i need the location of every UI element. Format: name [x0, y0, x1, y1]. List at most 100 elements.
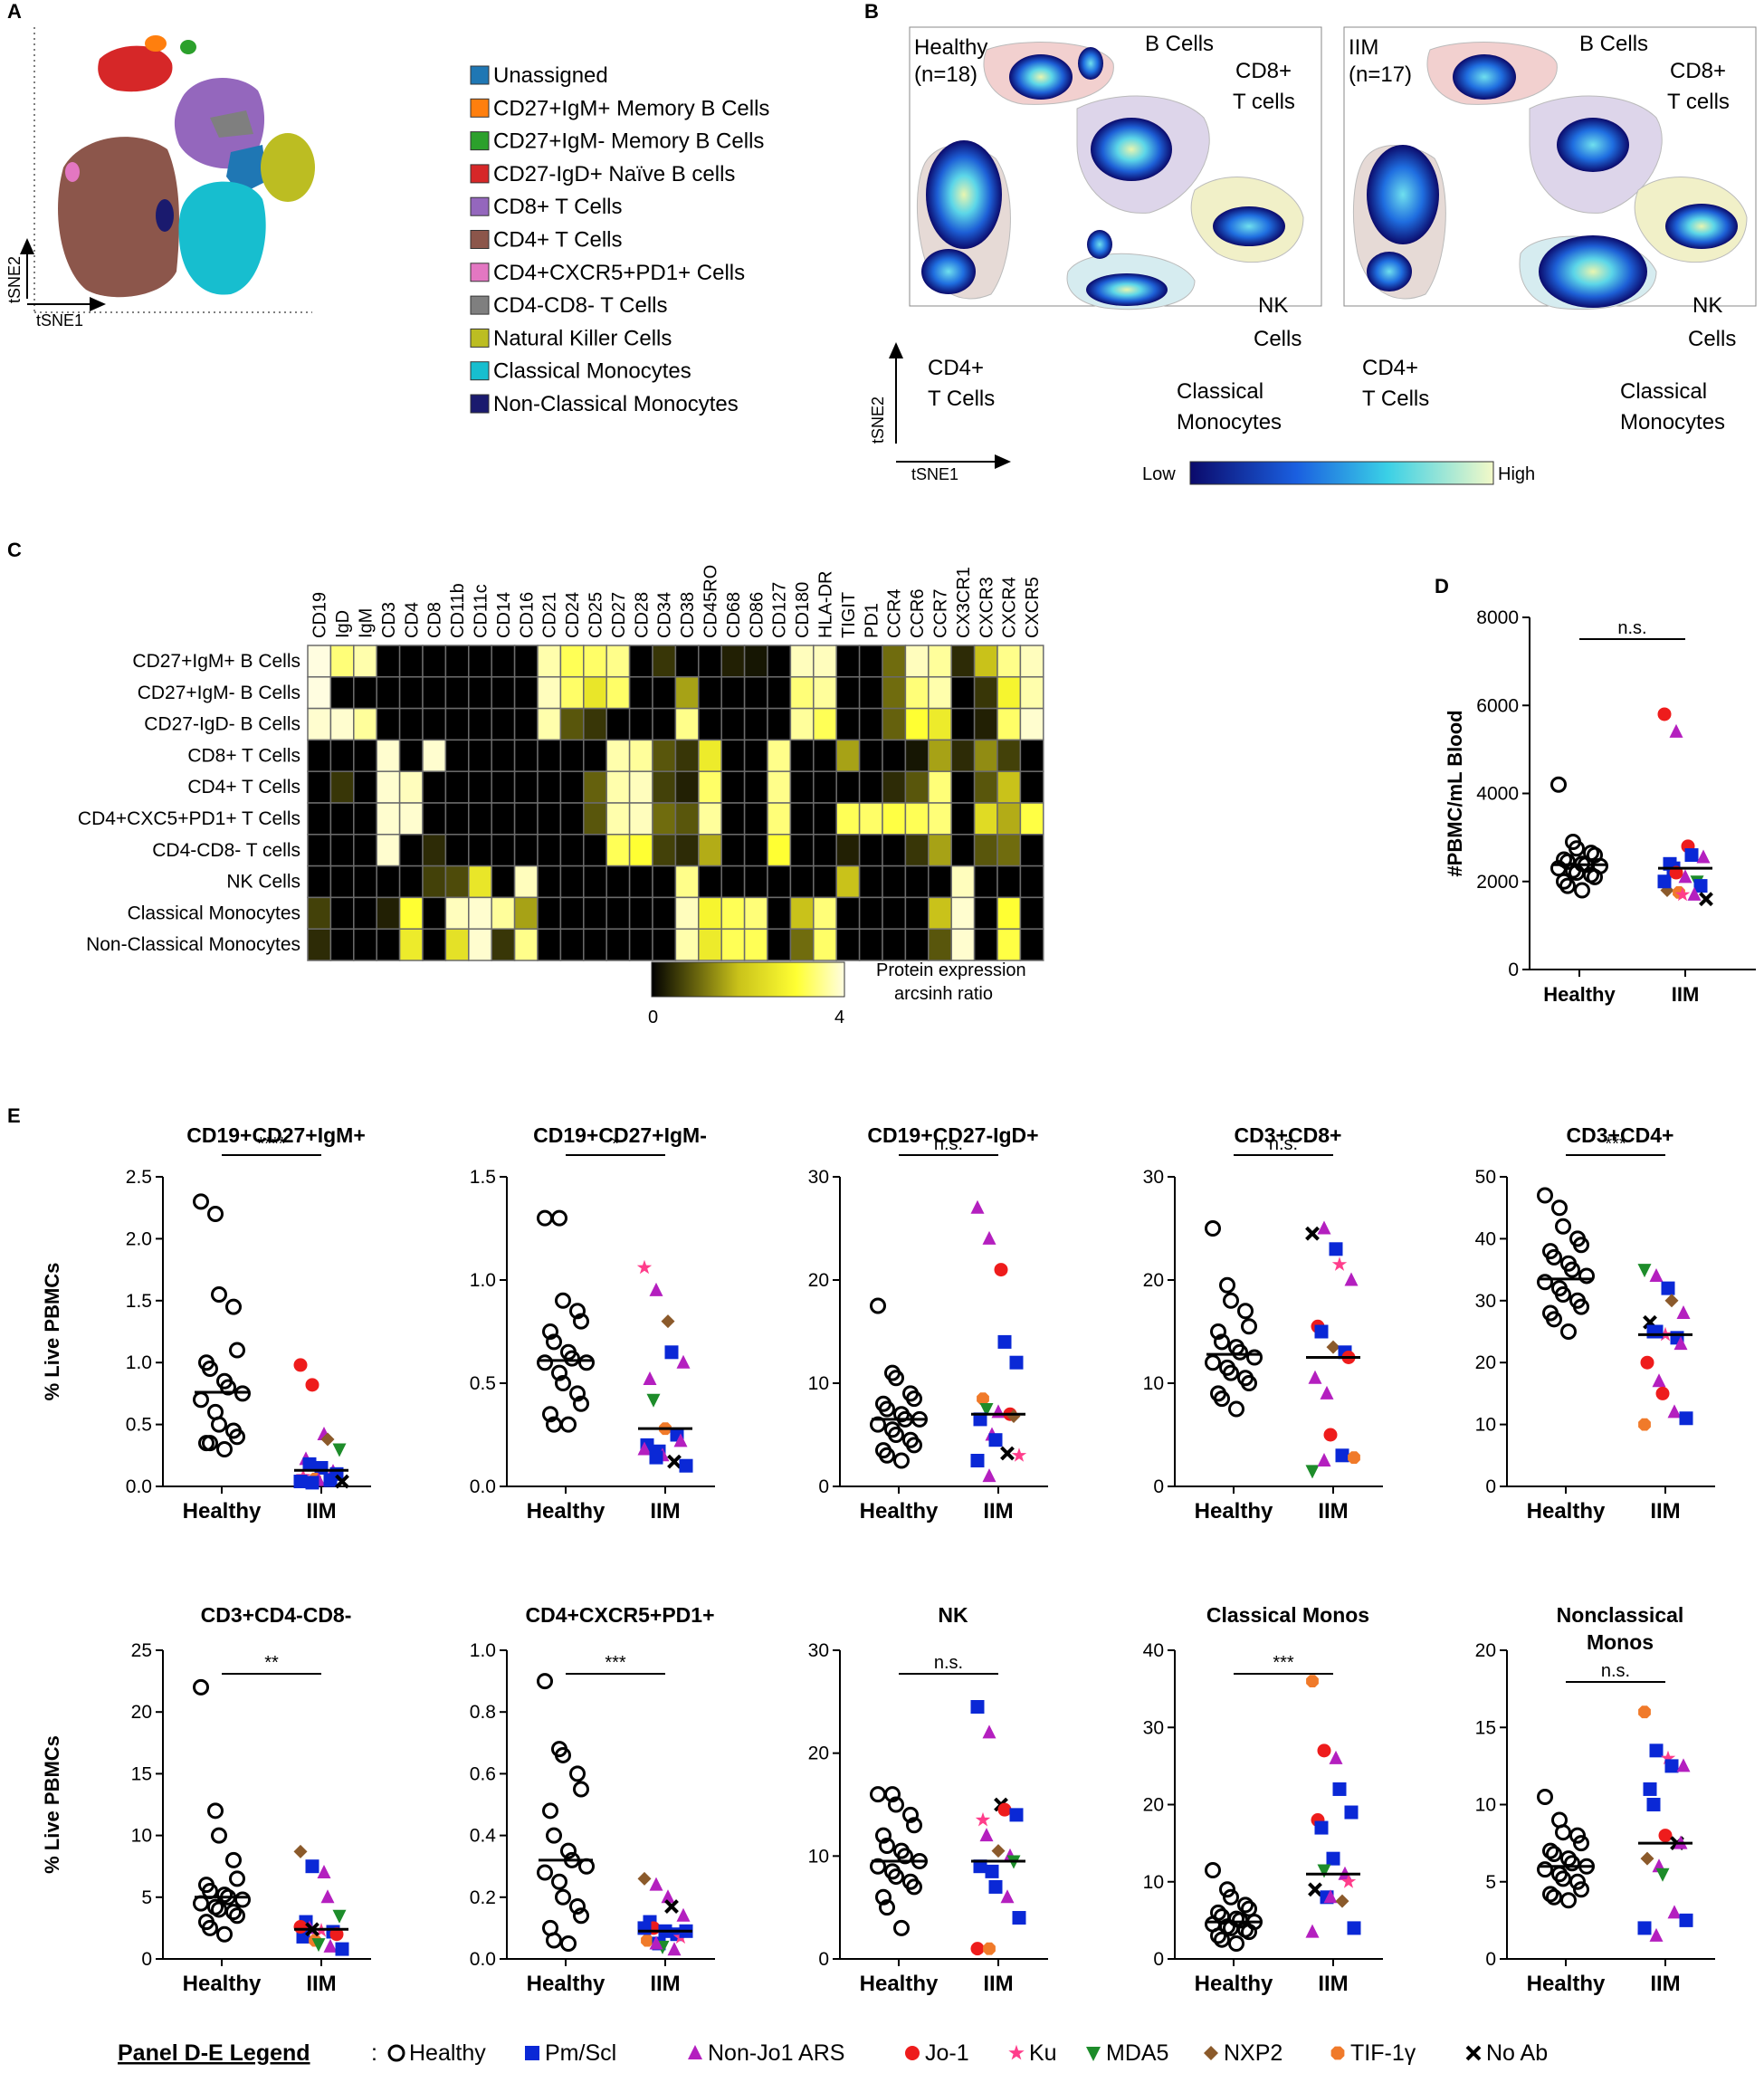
panel-a-legend: Unassigned CD27+IgM+ Memory B Cells CD27+I… — [470, 63, 769, 416]
heatmap-cell — [583, 707, 607, 741]
heatmap-col-label: CD4 — [402, 602, 422, 638]
y-tick-label: 30 — [1143, 1167, 1164, 1188]
point-non-jo1-ars — [1649, 1267, 1664, 1282]
y-tick-label: 30 — [808, 1640, 829, 1661]
heatmap-cell — [652, 802, 677, 836]
heatmap-cell — [422, 676, 447, 710]
heatmap-cell — [950, 707, 976, 741]
heatmap-cell — [329, 896, 355, 930]
heatmap-cell — [1019, 676, 1044, 710]
heatmap-cell — [468, 676, 492, 710]
heatmap-cell — [376, 802, 401, 836]
heatmap-cell — [950, 739, 976, 772]
y-tick-label: 4000 — [1476, 784, 1519, 805]
legend-label: CD4+CXCR5+PD1+ Cells — [493, 261, 745, 285]
heatmap-cell — [813, 865, 837, 899]
group-label: Healthy — [1527, 1499, 1606, 1524]
heatmap-cell — [353, 645, 377, 678]
heatmap-cell — [605, 645, 631, 678]
plot-title: CD4+CXCR5+PD1+ — [525, 1603, 714, 1627]
point-healthy — [569, 1898, 586, 1915]
point-mda5 — [646, 1393, 661, 1408]
heatmap-cell — [468, 802, 492, 836]
heatmap-cell — [858, 645, 883, 678]
point-healthy — [1560, 1323, 1577, 1340]
legend-item-label: MDA5 — [1106, 2040, 1168, 2066]
point-healthy — [1574, 882, 1590, 899]
heatmap-cell — [628, 928, 653, 961]
point-ku — [1660, 1750, 1676, 1765]
point-healthy — [1546, 1311, 1562, 1328]
heatmap-cell — [996, 928, 1022, 961]
point-tif1g — [641, 1934, 653, 1947]
heatmap-cell — [652, 928, 677, 961]
heatmap-cell — [605, 739, 631, 772]
y-tick-label: 1.0 — [470, 1640, 496, 1661]
group-label: IIM — [650, 1499, 680, 1524]
point-non-jo1-ars — [323, 1938, 338, 1953]
y-tick-label: 20 — [808, 1270, 829, 1291]
group-label: Healthy — [527, 1499, 605, 1524]
heatmap-col-label: CD3 — [379, 602, 399, 638]
point-non-jo1-ars — [1323, 1889, 1338, 1904]
point-healthy — [1569, 1827, 1586, 1844]
heatmap-cell — [444, 707, 470, 741]
cd8-label-h-1: CD8+ — [1235, 59, 1292, 83]
heatmap-cell — [743, 865, 768, 899]
group-label: IIM — [983, 1499, 1013, 1524]
point-healthy — [1241, 1924, 1257, 1941]
heatmap-cell — [813, 896, 837, 930]
heatmap-cell — [813, 676, 837, 710]
heatmap-cell — [605, 896, 631, 930]
group-label: Healthy — [1527, 1972, 1606, 1996]
point-healthy — [578, 1858, 595, 1875]
heatmap-cell — [973, 834, 998, 867]
heatmap-cell — [720, 707, 746, 741]
significance-label: *** — [605, 1653, 626, 1673]
point-healthy — [1219, 1881, 1235, 1898]
point-healthy — [870, 1786, 886, 1803]
heatmap-cell — [307, 834, 332, 867]
heatmap-cell — [376, 707, 401, 741]
cluster-naive-b — [98, 45, 173, 92]
heatmap-cell — [973, 707, 998, 741]
heatmap-cell — [743, 645, 768, 678]
plot-title: Classical Monos — [1206, 1603, 1369, 1627]
heatmap-col-label: HLA-DR — [816, 571, 836, 638]
heatmap-col-label: CD11c — [472, 584, 491, 638]
heatmap-cell — [835, 676, 861, 710]
point-nxp2 — [293, 1844, 308, 1858]
heatmap-col-label: TIGIT — [839, 592, 859, 638]
heatmap-cell — [376, 896, 401, 930]
y-tick-label: 20 — [1143, 1270, 1164, 1291]
y-axis-label: #PBMC/mL Blood — [1444, 710, 1466, 876]
significance-label: *** — [1273, 1653, 1294, 1673]
cd8-label-i-1: CD8+ — [1670, 59, 1726, 83]
scatter-plot: 0.0 0.5 1.0 1.5 Healthy IIM CD19+CD27+IgM-* — [470, 1123, 715, 1524]
point-pm-scl — [1649, 1324, 1664, 1339]
y-tick-label: 40 — [1143, 1640, 1164, 1661]
point-non-jo1-ars — [991, 1404, 1006, 1419]
point-pm-scl — [988, 1879, 1003, 1894]
group-label: Healthy — [860, 1499, 939, 1524]
heatmap-cell — [882, 645, 907, 678]
heatmap-cell — [329, 865, 355, 899]
point-pm-scl — [1657, 874, 1672, 889]
heatmap-cell — [583, 739, 607, 772]
point-pm-scl — [1326, 1851, 1340, 1866]
heatmap-cell — [996, 770, 1022, 804]
heatmap-cell — [767, 896, 792, 930]
panel-label-d: D — [1435, 575, 1449, 597]
point-no-ab — [335, 1474, 349, 1489]
heatmap-cell — [605, 834, 631, 867]
colorbar-high: High — [1498, 464, 1535, 484]
heatmap-cell — [858, 676, 883, 710]
point-healthy — [1214, 1931, 1230, 1948]
point-pm-scl — [1009, 1808, 1024, 1822]
point-jo1 — [1658, 1829, 1673, 1843]
b-cells-label-i: B Cells — [1579, 32, 1648, 56]
y-tick-label: 0.2 — [470, 1887, 496, 1908]
point-non-jo1-ars — [649, 1935, 663, 1950]
heatmap-cell — [513, 802, 539, 836]
heatmap-cell — [882, 865, 907, 899]
